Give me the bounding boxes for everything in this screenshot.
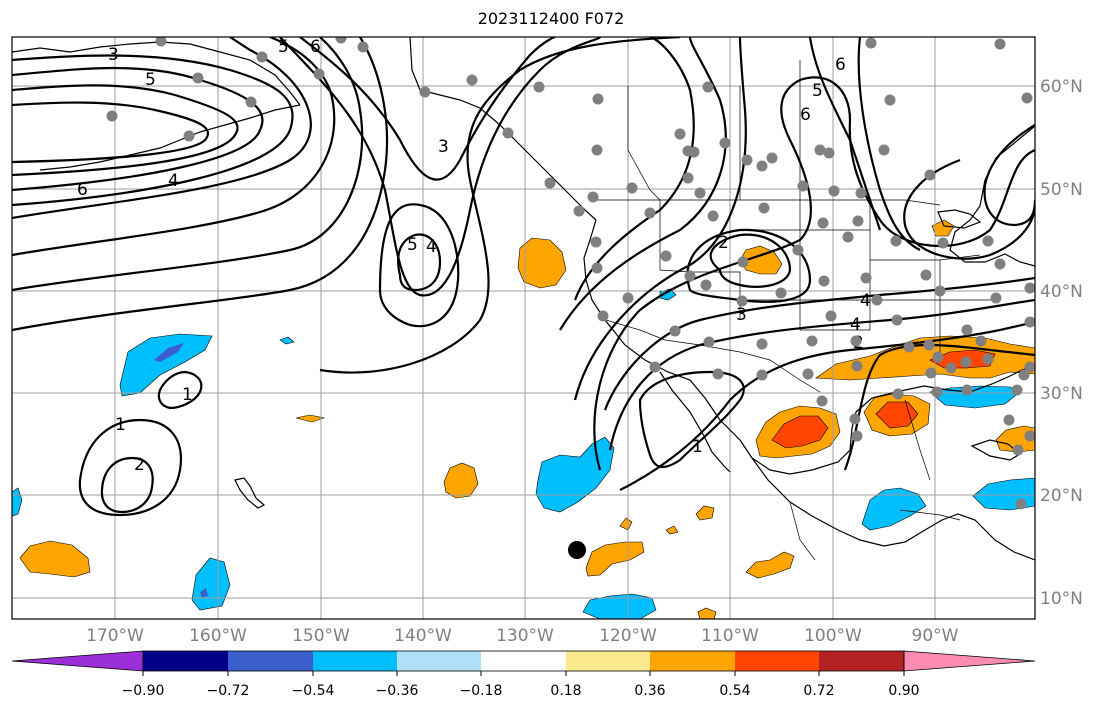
map-frame [11,36,1036,620]
map-title: 2023112400 F072 [477,9,625,28]
contour-label: 3 [736,305,747,325]
colorbar-segment [566,651,650,671]
latitude-labels: 60°N 50°N 40°N 30°N 20°N 10°N [1040,77,1083,609]
neg-area [191,557,231,611]
anomaly-shading [12,219,1035,619]
pos-area [697,607,717,619]
contour-label: 4 [850,315,861,335]
pos-area [995,425,1035,453]
contour-label: 1 [692,437,703,457]
lat-label: 60°N [1040,77,1083,97]
colorbar-segment [397,651,481,671]
contour-label: 6 [77,180,88,200]
colorbar-tick-label: 0.54 [719,683,750,699]
pos-area [295,414,326,423]
political-borders [596,60,1000,561]
neg-area [279,336,295,345]
contour-label: 1 [182,385,193,405]
pos-area [695,505,715,521]
pos-area [19,540,91,578]
colorbar-segment [481,651,566,671]
neg-area-core [154,343,184,362]
colorbar-extend-min [11,650,144,672]
lon-label: 120°W [599,626,657,646]
colorbar-tick-label: 0.72 [803,683,834,699]
contours [12,37,1035,517]
colorbar-tick-label: −0.72 [207,683,250,699]
colorbar-tick-label: −0.18 [460,683,503,699]
colorbar-tick-label: 0.18 [550,683,581,699]
colorbar-tick-label: −0.90 [122,683,165,699]
lon-label: 170°W [86,626,144,646]
colorbar-tick-label: −0.36 [376,683,419,699]
contour-label: 3 [108,45,119,65]
neg-area-core [200,588,208,598]
map-background [12,37,1035,619]
lat-label: 50°N [1040,180,1083,200]
colorbar-segment [735,651,819,671]
colorbar-segment [228,651,313,671]
pos-area [745,551,795,579]
lon-label: 100°W [804,626,862,646]
colorbar-tick-label: 0.90 [888,683,919,699]
colorbar-extend-max [903,650,1036,672]
lat-label: 40°N [1040,282,1083,302]
lon-label: 150°W [292,626,350,646]
colorbar-tick-label: 0.36 [634,683,665,699]
lon-label: 160°W [189,626,247,646]
contour-label: 4 [168,171,179,191]
contour-label: 4 [860,291,871,311]
contour-label: 4 [426,237,437,257]
lon-label: 90°W [912,626,959,646]
lon-label: 110°W [701,626,759,646]
pos-area [443,462,479,499]
pos-area-core [771,415,829,449]
colorbar-segment [819,651,904,671]
contour-label: 2 [134,455,145,475]
lat-label: 30°N [1040,384,1083,404]
colorbar-segment [313,651,397,671]
longitude-labels: 170°W 160°W 150°W 140°W 130°W 120°W 110°… [86,626,959,646]
pos-area [665,525,679,535]
pos-area [739,245,783,275]
pos-area [585,541,645,577]
contour-label: 1 [115,415,126,435]
contour-label: 6 [310,37,321,57]
contour-label: 5 [145,70,156,90]
station-markers [106,37,1035,510]
contour-label: 5 [278,37,289,57]
contour-label: 5 [812,81,823,101]
contour-label: 5 [407,235,418,255]
lon-label: 140°W [394,626,452,646]
lat-label: 10°N [1040,589,1083,609]
pos-area [619,517,633,531]
neg-area [535,436,615,513]
lat-label: 20°N [1040,486,1083,506]
neg-area [119,333,213,397]
colorbar-segment [143,651,228,671]
colorbar-tick-label: −0.54 [292,683,335,699]
coastlines [12,37,1035,561]
colorbar: −0.90 −0.72 −0.54 −0.36 −0.18 0.18 0.36 … [11,650,1036,699]
contour-label: 2 [718,233,729,253]
pos-area [517,237,567,289]
contour-label: 6 [800,105,811,125]
location-marker [568,541,586,559]
lon-label: 130°W [496,626,554,646]
contour-label: 6 [835,55,846,75]
colorbar-segment [650,651,735,671]
contour-label: 3 [438,137,449,157]
